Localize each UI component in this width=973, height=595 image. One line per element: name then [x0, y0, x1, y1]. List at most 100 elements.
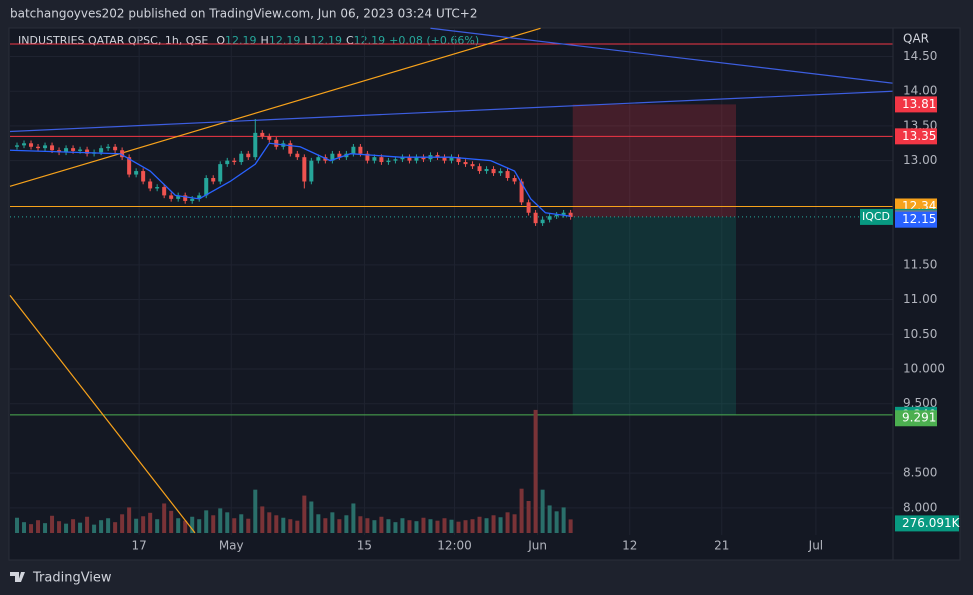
- candle-body: [498, 171, 503, 174]
- volume-bar: [113, 522, 118, 533]
- candle-body: [211, 178, 216, 182]
- volume-bar: [36, 520, 41, 533]
- volume-bar: [78, 522, 83, 533]
- candle-body: [134, 171, 139, 175]
- volume-bar: [148, 512, 153, 533]
- volume-bar: [169, 510, 174, 533]
- candle-body: [246, 153, 251, 158]
- legend-value: 12.19: [225, 34, 257, 47]
- trend-line: [9, 90, 894, 133]
- x-tick-label: 15: [357, 539, 372, 553]
- candle-body: [15, 145, 20, 147]
- x-tick-label: May: [219, 539, 244, 553]
- volume-bar: [428, 519, 433, 533]
- volume-bar: [358, 516, 363, 533]
- volume-bar: [29, 524, 34, 533]
- volume-bar: [421, 517, 426, 533]
- price-label-box: [895, 410, 937, 427]
- candle-body: [547, 216, 552, 220]
- candle-body: [533, 212, 538, 224]
- moving-average: [9, 142, 571, 217]
- candle-body: [470, 164, 475, 167]
- candle-body: [288, 143, 293, 154]
- candle-body: [449, 157, 454, 161]
- volume-bar: [64, 523, 69, 533]
- candle-body: [568, 212, 573, 217]
- legend-key: H: [261, 34, 269, 47]
- volume-bar: [477, 516, 482, 533]
- volume-bar: [288, 519, 293, 533]
- volume-bar: [274, 515, 279, 533]
- x-tick-label: 21: [714, 539, 729, 553]
- candle-body: [456, 157, 461, 163]
- volume-bar: [351, 503, 356, 533]
- volume-bar: [512, 514, 517, 533]
- volume-bar: [463, 520, 468, 533]
- price-label-box: [895, 96, 937, 113]
- candle-body: [260, 132, 265, 137]
- volume-bar: [379, 516, 384, 533]
- symbol: INDUSTRIES QATAR QPSC, 1h, QSE: [18, 34, 208, 47]
- volume-bar: [99, 520, 104, 533]
- candle-body: [372, 157, 377, 161]
- candle-body: [386, 160, 391, 163]
- candle-body: [127, 157, 132, 175]
- candle-body: [337, 153, 342, 158]
- trend-line: [9, 27, 541, 187]
- volume-bar: [456, 521, 461, 533]
- volume-bar: [225, 512, 230, 533]
- candle-body: [253, 132, 258, 158]
- candle-body: [540, 219, 545, 224]
- volume-bar: [232, 518, 237, 533]
- trend-line: [430, 27, 894, 84]
- volume-bar: [239, 514, 244, 533]
- volume-bar: [162, 503, 167, 533]
- symbol-tag: IQCD: [862, 210, 890, 223]
- candle-body: [120, 150, 125, 158]
- volume-bar: [253, 489, 258, 533]
- legend-value: 12.19: [354, 34, 386, 47]
- candle-body: [435, 155, 440, 158]
- y-tick-label: 11.00: [903, 292, 937, 306]
- volume-bar: [92, 524, 97, 533]
- stop-zone: [572, 104, 737, 217]
- volume-bar: [484, 518, 489, 533]
- candle-body: [554, 214, 559, 217]
- footer-logo: TradingView: [10, 571, 112, 586]
- price-label: 13.81: [902, 97, 936, 111]
- x-tick-label: Jul: [808, 539, 823, 553]
- volume-bar: [246, 518, 251, 533]
- candle-body: [561, 212, 566, 215]
- candle-body: [113, 146, 118, 151]
- candle-body: [22, 143, 27, 146]
- candle-body: [78, 149, 83, 151]
- price-label-box: [895, 211, 937, 228]
- volume-bar: [407, 520, 412, 533]
- candle-body: [218, 164, 223, 182]
- y-tick-label: 8.500: [903, 466, 937, 480]
- volume-label: 276.091K: [902, 516, 961, 530]
- volume-bar: [554, 511, 559, 533]
- candle-body: [176, 195, 181, 199]
- volume-bar: [22, 522, 27, 533]
- legend-key: C: [346, 34, 354, 47]
- candle-body: [316, 157, 321, 161]
- volume-bar: [505, 512, 510, 533]
- y-tick-label: 9.500: [903, 396, 937, 410]
- legend-value: 12.19: [269, 34, 301, 47]
- candle-body: [99, 148, 104, 153]
- volume-bar: [323, 518, 328, 533]
- legend-change: +0.08 (+0.66%): [389, 34, 479, 47]
- legend-key: O: [216, 34, 225, 47]
- candle-body: [379, 157, 384, 163]
- candle-body: [274, 139, 279, 147]
- candle-body: [225, 160, 230, 165]
- candle-body: [309, 160, 314, 182]
- candle-body: [302, 157, 307, 182]
- volume-bar: [71, 519, 76, 533]
- volume-bar: [365, 518, 370, 533]
- footer: TradingView: [32, 571, 112, 586]
- volume-bar: [386, 519, 391, 533]
- candle-body: [71, 148, 76, 151]
- candle-body: [197, 195, 202, 199]
